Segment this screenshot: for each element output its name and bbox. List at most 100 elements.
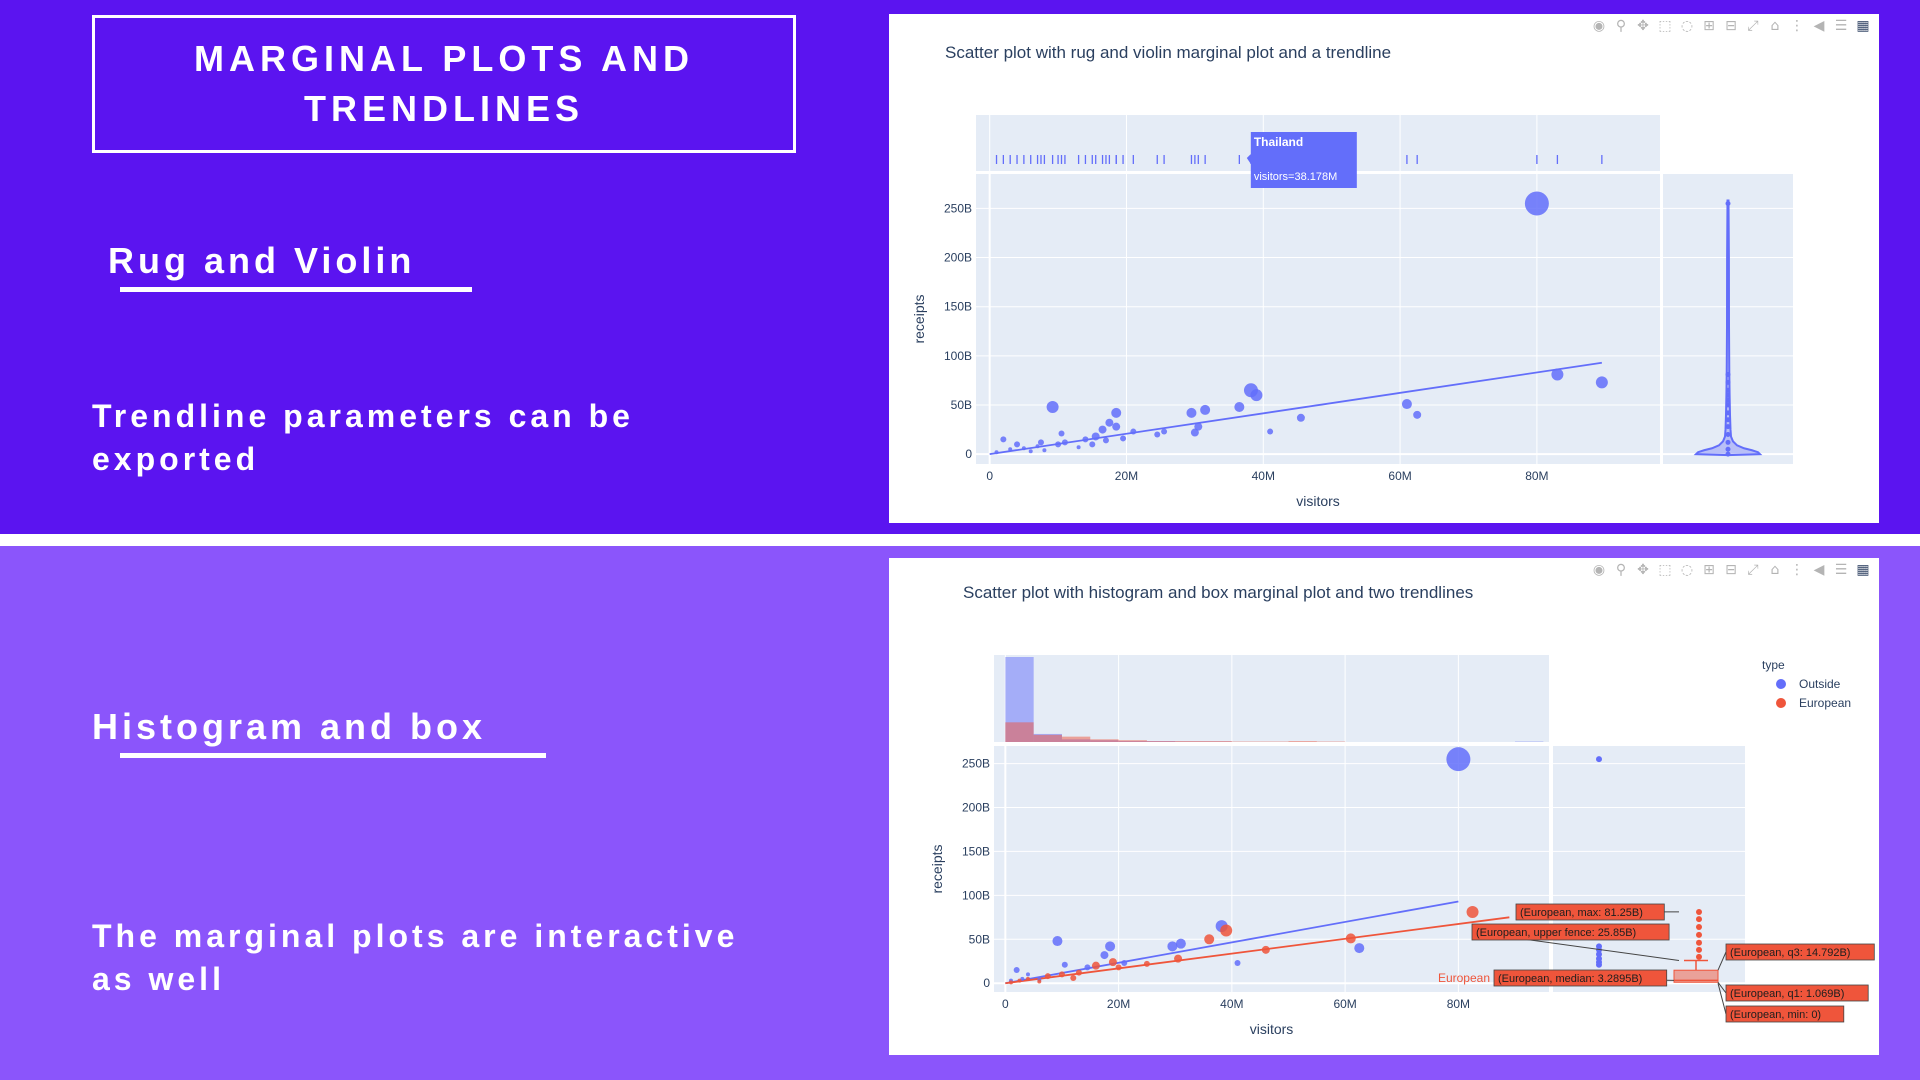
scatter-chart-rug-violin[interactable]: Scatter plot with rug and violin margina… xyxy=(889,14,1879,523)
reset-axes-icon[interactable]: ⌂ xyxy=(1770,18,1780,34)
legend-marker xyxy=(1776,679,1786,689)
box-tooltip-median-text: (European, median: 3.2895B) xyxy=(1498,973,1642,985)
data-point xyxy=(1084,964,1091,971)
data-point xyxy=(1345,933,1356,944)
x-tick-label: 60M xyxy=(1333,997,1356,1011)
chart-title: Scatter plot with histogram and box marg… xyxy=(963,583,1473,602)
x-tick-label: 40M xyxy=(1220,997,1243,1011)
zoom-icon[interactable]: ⚲ xyxy=(1615,562,1627,578)
modebar[interactable]: ◉ ⚲ ✥ ⬚ ◌ ⊞ ⊟ ⤢ ⌂ ⋮ ◀ ☰ ▦ xyxy=(1591,562,1871,578)
y-tick-label: 250B xyxy=(962,757,990,771)
data-point xyxy=(1175,938,1186,949)
data-point xyxy=(1035,444,1040,449)
plot-area xyxy=(976,174,1660,464)
hover-closest-icon[interactable]: ◀ xyxy=(1813,562,1825,578)
data-point xyxy=(1055,441,1062,448)
data-point xyxy=(1017,978,1022,983)
scatter-chart-histogram-box[interactable]: Scatter plot with histogram and box marg… xyxy=(889,558,1879,1055)
x-tick-label: 60M xyxy=(1388,469,1411,483)
chart-title: Scatter plot with rug and violin margina… xyxy=(945,43,1391,62)
hover-tooltip xyxy=(1250,132,1357,188)
hover-compare-icon[interactable]: ☰ xyxy=(1834,18,1848,34)
data-point xyxy=(1037,439,1044,446)
box-tooltip-trace-name: European xyxy=(1438,971,1490,985)
data-point xyxy=(1008,980,1013,985)
data-point xyxy=(1200,404,1211,415)
lasso-icon[interactable]: ◌ xyxy=(1680,18,1694,34)
box-tooltip-median xyxy=(1493,969,1668,987)
y-tick-label: 0 xyxy=(965,447,972,461)
data-point xyxy=(1098,425,1107,434)
box-tooltip-q3-text: (European, q3: 14.792B) xyxy=(1730,947,1850,959)
legend-title: type xyxy=(1762,658,1785,672)
autoscale-icon[interactable]: ⤢ xyxy=(1747,562,1759,578)
spike-lines-icon[interactable]: ⋮ xyxy=(1790,562,1804,578)
plotly-logo-icon[interactable]: ▦ xyxy=(1856,18,1870,34)
section-heading-histogram-box: Histogram and box xyxy=(92,706,487,747)
box-tooltip-min xyxy=(1725,1005,1845,1023)
box-tooltip-q3-pointer xyxy=(1717,951,1727,971)
violin-point xyxy=(1725,392,1731,398)
hover-closest-icon[interactable]: ◀ xyxy=(1813,18,1825,34)
zoom-out-icon[interactable]: ⊟ xyxy=(1725,18,1737,34)
data-point xyxy=(1061,961,1068,968)
violin-point xyxy=(1725,439,1731,445)
x-tick-label: 80M xyxy=(1447,997,1470,1011)
histogram-bar xyxy=(1288,741,1317,742)
y-tick-label: 100B xyxy=(962,888,990,902)
y-axis-label: receipts xyxy=(929,844,945,893)
y-axis-label: receipts xyxy=(911,294,927,343)
histogram-plot-area xyxy=(994,655,1549,742)
data-point xyxy=(1102,437,1109,444)
data-point xyxy=(1143,960,1150,967)
box-tooltip-max-text: (European, max: 81.25B) xyxy=(1520,907,1643,919)
data-point xyxy=(1121,960,1128,967)
data-point xyxy=(1025,972,1030,977)
spike-lines-icon[interactable]: ⋮ xyxy=(1790,18,1804,34)
violin-point xyxy=(1725,417,1731,423)
box-plot-area xyxy=(1553,746,1745,992)
reset-axes-icon[interactable]: ⌂ xyxy=(1770,562,1780,578)
autoscale-icon[interactable]: ⤢ xyxy=(1747,18,1759,34)
data-point xyxy=(1220,924,1233,937)
hover-compare-icon[interactable]: ☰ xyxy=(1834,562,1848,578)
plotly-logo-icon[interactable]: ▦ xyxy=(1856,562,1870,578)
zoom-in-icon[interactable]: ⊞ xyxy=(1703,562,1715,578)
violin-point xyxy=(1725,397,1731,403)
data-point xyxy=(1076,445,1081,450)
camera-icon[interactable]: ◉ xyxy=(1592,18,1606,34)
data-point xyxy=(1046,400,1059,413)
data-point xyxy=(1115,964,1122,971)
zoom-out-icon[interactable]: ⊟ xyxy=(1725,562,1737,578)
legend-label: European xyxy=(1799,696,1851,710)
violin-point xyxy=(1725,446,1731,452)
data-point xyxy=(1111,407,1122,418)
box-select-icon[interactable]: ⬚ xyxy=(1658,18,1672,34)
violin-point xyxy=(1725,410,1731,416)
pan-icon[interactable]: ✥ xyxy=(1637,562,1649,578)
data-point xyxy=(1186,407,1197,418)
x-axis-label: visitors xyxy=(1296,493,1340,509)
lasso-icon[interactable]: ◌ xyxy=(1680,562,1694,578)
data-point xyxy=(1058,430,1065,437)
pan-icon[interactable]: ✥ xyxy=(1637,18,1649,34)
box-tooltip-q1-pointer xyxy=(1717,981,1727,994)
modebar[interactable]: ◉ ⚲ ✥ ⬚ ◌ ⊞ ⊟ ⤢ ⌂ ⋮ ◀ ☰ ▦ xyxy=(1591,18,1871,34)
camera-icon[interactable]: ◉ xyxy=(1592,562,1606,578)
zoom-icon[interactable]: ⚲ xyxy=(1615,18,1627,34)
data-point xyxy=(1194,422,1203,431)
data-point xyxy=(1154,431,1161,438)
y-tick-label: 100B xyxy=(944,349,972,363)
violin-shape xyxy=(1693,199,1763,457)
box-select-icon[interactable]: ⬚ xyxy=(1658,562,1672,578)
data-point xyxy=(1021,446,1026,451)
violin-point xyxy=(1725,432,1731,438)
y-tick-label: 150B xyxy=(944,300,972,314)
zoom-in-icon[interactable]: ⊞ xyxy=(1703,18,1715,34)
histogram-bar xyxy=(1005,722,1034,742)
histogram-bar xyxy=(1175,741,1204,742)
legend-marker xyxy=(1776,698,1786,708)
data-point xyxy=(1042,448,1047,453)
box-tooltip-min-text: (European, min: 0) xyxy=(1730,1009,1821,1021)
heading-underline xyxy=(120,753,546,758)
